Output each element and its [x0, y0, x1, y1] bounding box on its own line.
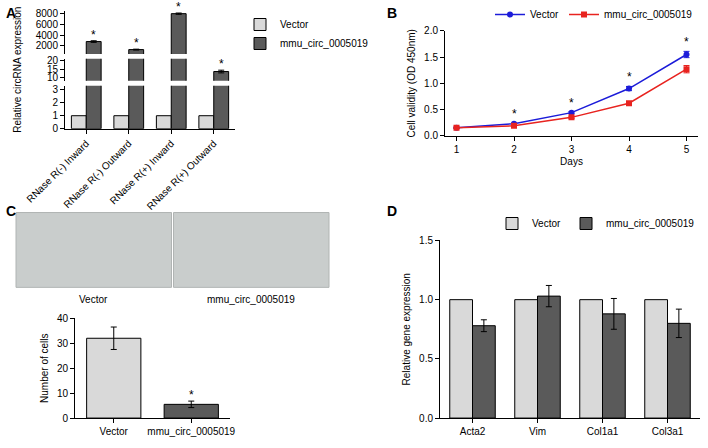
svg-text:20: 20 [57, 363, 69, 374]
svg-text:4: 4 [626, 144, 632, 155]
svg-text:6000: 6000 [36, 19, 59, 30]
svg-text:5: 5 [684, 144, 690, 155]
svg-text:mmu_circ_0005019: mmu_circ_0005019 [604, 9, 692, 20]
svg-text:3: 3 [569, 144, 575, 155]
svg-text:*: * [684, 35, 689, 49]
svg-text:*: * [134, 36, 139, 50]
svg-text:Vector: Vector [532, 218, 561, 229]
svg-text:Vector: Vector [280, 19, 309, 30]
svg-text:3: 3 [52, 84, 58, 95]
svg-text:Days: Days [560, 156, 583, 167]
svg-text:mmu_circ_0005019: mmu_circ_0005019 [207, 294, 295, 305]
svg-text:1.5: 1.5 [419, 235, 433, 246]
svg-text:2: 2 [511, 144, 517, 155]
svg-text:Vim: Vim [529, 426, 546, 437]
svg-text:Vector: Vector [100, 426, 129, 437]
svg-text:RNase R(-) Outward: RNase R(-) Outward [61, 138, 133, 210]
svg-text:Vector: Vector [79, 294, 108, 305]
svg-text:Col3a1: Col3a1 [652, 426, 684, 437]
svg-text:mmu_circ_0005019: mmu_circ_0005019 [606, 218, 694, 229]
svg-text:8000: 8000 [36, 8, 59, 19]
svg-text:2000: 2000 [36, 40, 59, 51]
svg-text:*: * [512, 107, 517, 121]
svg-text:0.5: 0.5 [424, 104, 438, 115]
svg-text:1: 1 [52, 110, 58, 121]
svg-text:0.0: 0.0 [424, 130, 438, 141]
svg-text:RNase R(-) Inward: RNase R(-) Inward [24, 138, 91, 205]
svg-text:*: * [627, 70, 632, 84]
svg-text:D: D [387, 203, 397, 219]
svg-text:4000: 4000 [36, 30, 59, 41]
svg-text:0: 0 [62, 413, 68, 424]
svg-text:2: 2 [52, 97, 58, 108]
svg-text:Col1a1: Col1a1 [587, 426, 619, 437]
svg-text:mmu_circ_0005019: mmu_circ_0005019 [280, 38, 368, 49]
svg-text:10: 10 [57, 388, 69, 399]
svg-text:1: 1 [454, 144, 460, 155]
svg-text:Acta2: Acta2 [460, 426, 486, 437]
svg-text:40: 40 [57, 313, 69, 324]
svg-text:0.0: 0.0 [419, 413, 433, 424]
svg-text:20: 20 [47, 55, 59, 66]
svg-text:*: * [91, 28, 96, 42]
svg-text:Relative gene expression: Relative gene expression [401, 273, 412, 385]
svg-text:10: 10 [47, 72, 59, 83]
svg-text:2.0: 2.0 [424, 25, 438, 36]
svg-text:1.5: 1.5 [424, 52, 438, 63]
svg-text:Vector: Vector [530, 9, 559, 20]
svg-text:*: * [569, 96, 574, 110]
svg-text:0: 0 [52, 123, 58, 134]
svg-text:C: C [6, 203, 16, 219]
svg-text:1.0: 1.0 [424, 78, 438, 89]
svg-text:Relative circRNA expression: Relative circRNA expression [12, 7, 23, 133]
svg-text:A: A [6, 5, 16, 21]
svg-text:30: 30 [57, 338, 69, 349]
svg-text:RNase R(+) Inward: RNase R(+) Inward [108, 138, 176, 206]
svg-text:*: * [219, 57, 224, 71]
svg-text:RNase R(+) Outward: RNase R(+) Outward [145, 138, 219, 212]
svg-text:0.5: 0.5 [419, 353, 433, 364]
svg-text:*: * [189, 388, 194, 402]
svg-text:1.0: 1.0 [419, 294, 433, 305]
svg-text:*: * [176, 0, 181, 14]
svg-text:15: 15 [47, 64, 59, 75]
svg-text:Number of cells: Number of cells [39, 333, 50, 402]
svg-text:Cell validity (OD 450nm): Cell validity (OD 450nm) [406, 29, 417, 137]
svg-text:B: B [387, 5, 397, 21]
svg-text:mmu_circ_0005019: mmu_circ_0005019 [147, 426, 235, 437]
